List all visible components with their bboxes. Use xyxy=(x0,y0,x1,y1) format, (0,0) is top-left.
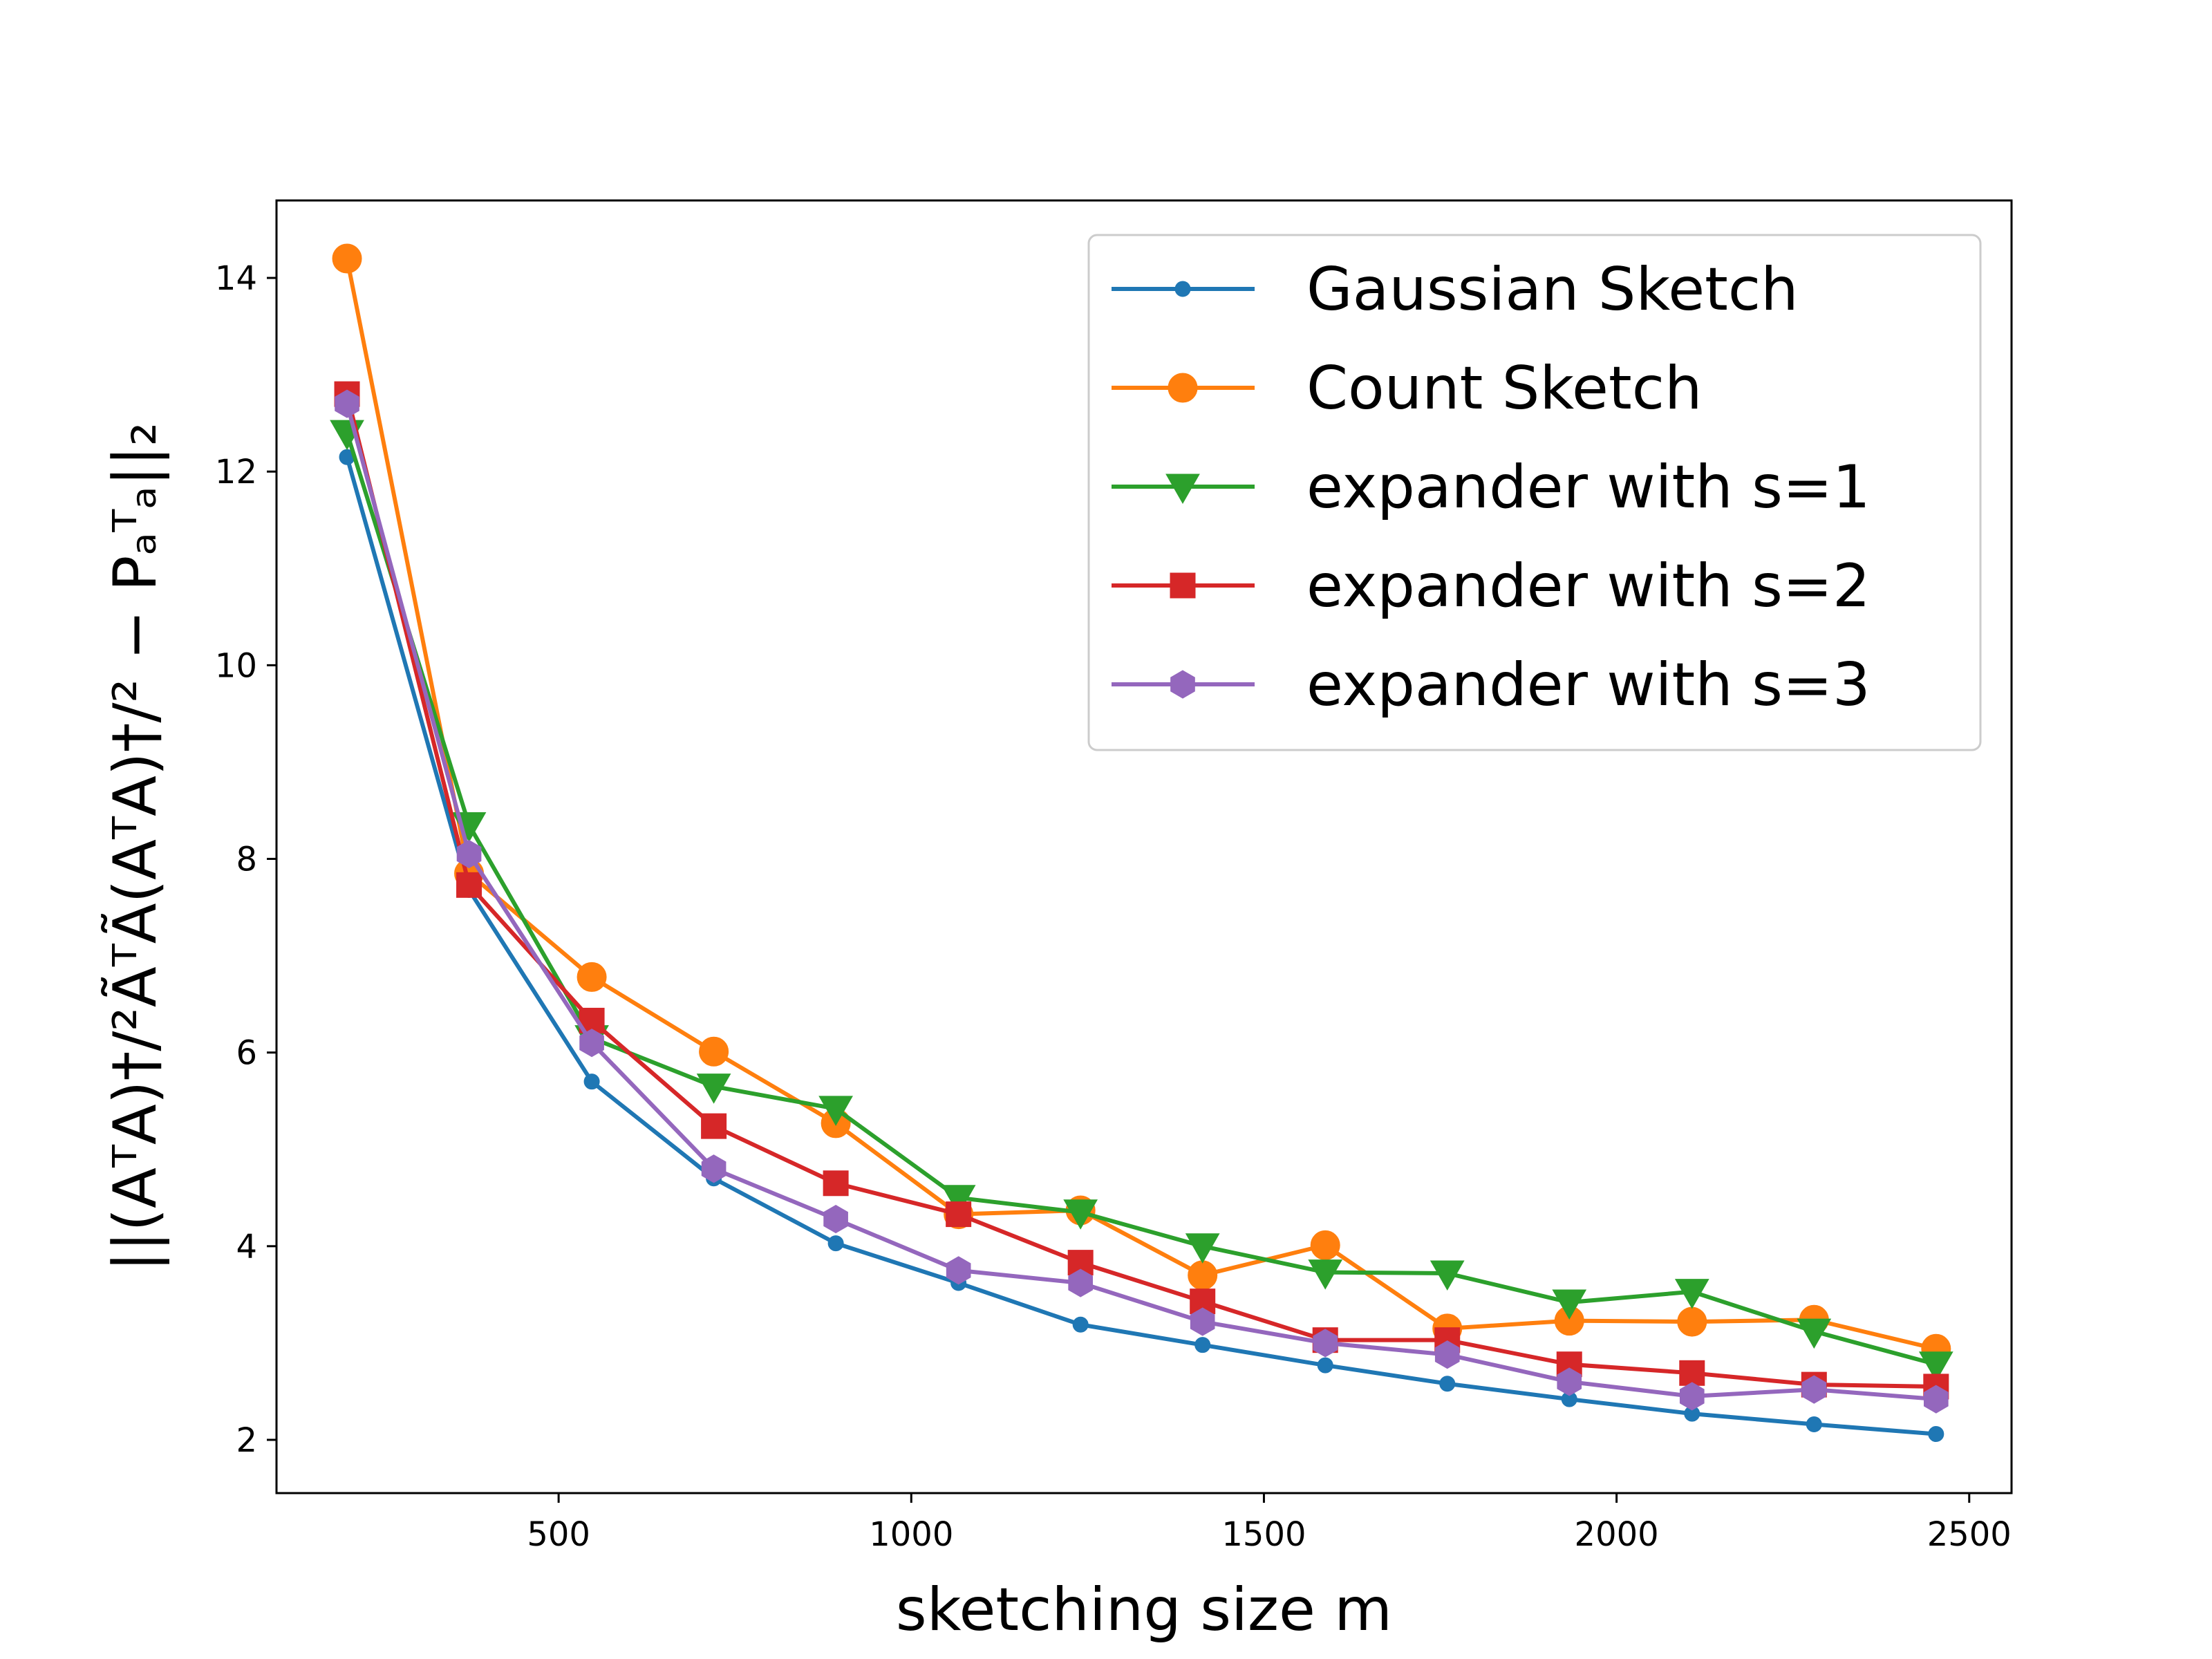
data-point xyxy=(1188,1260,1218,1291)
legend-label: expander with s=3 xyxy=(1306,650,1871,720)
data-point xyxy=(701,1113,727,1139)
series-layer xyxy=(330,243,1953,1443)
y-tick-label: 10 xyxy=(215,646,257,685)
legend: Gaussian Sketch Count Sketch expander with… xyxy=(1087,234,1982,751)
series-line xyxy=(345,456,1937,1436)
legend-swatch-marker xyxy=(1170,670,1195,699)
y-tick-label: 14 xyxy=(215,259,257,298)
data-point xyxy=(1928,1426,1944,1443)
series-line xyxy=(345,432,1937,1367)
data-point xyxy=(696,1074,731,1104)
data-point xyxy=(1310,1230,1340,1260)
legend-swatch-marker xyxy=(1168,373,1198,403)
data-point xyxy=(827,1235,844,1252)
data-point xyxy=(941,1185,976,1215)
legend-item: Count Sketch xyxy=(1112,354,1702,423)
legend-label: expander with s=1 xyxy=(1306,453,1871,522)
x-tick-label: 1000 xyxy=(869,1515,953,1554)
data-point xyxy=(1679,1360,1705,1386)
x-tick-label: 1500 xyxy=(1221,1515,1306,1554)
series-line xyxy=(345,258,1937,1351)
data-point xyxy=(1918,1351,1953,1382)
data-point xyxy=(1434,1340,1460,1369)
y-tick-label: 8 xyxy=(236,841,257,879)
data-point xyxy=(1430,1260,1465,1291)
data-point xyxy=(1679,1382,1705,1411)
data-point xyxy=(1557,1367,1582,1396)
data-point xyxy=(1439,1376,1456,1392)
legend-swatch-marker xyxy=(1165,474,1200,505)
legend-item: Gaussian Sketch xyxy=(1112,255,1799,324)
data-point xyxy=(1072,1316,1089,1333)
data-point xyxy=(1677,1306,1707,1337)
y-tick-label: 12 xyxy=(215,453,257,491)
data-point xyxy=(823,1170,849,1197)
data-point xyxy=(1797,1318,1832,1349)
y-axis: 2 4 6 8 10 12 14 xyxy=(215,259,276,1460)
data-point xyxy=(1068,1268,1093,1297)
data-point xyxy=(1308,1259,1343,1290)
series-3 xyxy=(334,381,1949,1400)
data-point xyxy=(1552,1289,1587,1320)
legend-label: Gaussian Sketch xyxy=(1306,255,1799,324)
data-point xyxy=(1185,1233,1220,1264)
data-point xyxy=(701,1154,727,1183)
legend-item: expander with s=3 xyxy=(1112,650,1871,720)
data-point xyxy=(818,1096,853,1126)
data-point xyxy=(456,872,482,898)
legend-label: Count Sketch xyxy=(1306,354,1702,423)
data-point xyxy=(579,1029,604,1058)
data-point xyxy=(456,839,482,869)
legend-label: expander with s=2 xyxy=(1306,552,1871,621)
legend-swatch-marker xyxy=(1174,281,1191,297)
data-point xyxy=(577,962,607,992)
data-point xyxy=(1924,1385,1949,1414)
x-tick-label: 2000 xyxy=(1575,1515,1659,1554)
data-point xyxy=(332,243,362,274)
data-point xyxy=(823,1205,848,1234)
x-tick-label: 500 xyxy=(527,1515,590,1554)
data-point xyxy=(1313,1329,1338,1358)
legend-swatch-marker xyxy=(1170,572,1196,599)
data-point xyxy=(1194,1337,1211,1353)
series-4 xyxy=(335,389,1949,1414)
data-point xyxy=(583,1074,600,1090)
data-point xyxy=(946,1201,972,1228)
y-axis-label: ||(AᵀA)†/²ÃᵀÃ(AᵀA)†/² − Pₐᵀₐ||₂ xyxy=(101,422,170,1272)
legend-item: expander with s=1 xyxy=(1112,453,1871,522)
y-tick-label: 2 xyxy=(236,1421,257,1460)
data-point xyxy=(946,1256,971,1285)
y-tick-label: 4 xyxy=(236,1228,257,1266)
data-point xyxy=(1674,1279,1709,1309)
data-point xyxy=(1801,1375,1827,1404)
legend-item: expander with s=2 xyxy=(1112,552,1871,621)
x-axis: 500 1000 1500 2000 2500 xyxy=(527,1493,2012,1554)
data-point xyxy=(335,389,359,418)
x-tick-label: 2500 xyxy=(1927,1515,2012,1554)
data-point xyxy=(1190,1307,1215,1336)
legend-frame xyxy=(1087,234,1982,751)
data-point xyxy=(1317,1357,1333,1374)
data-point xyxy=(1063,1199,1098,1230)
plot-frame xyxy=(275,199,2013,1494)
series-line xyxy=(345,393,1936,1389)
y-tick-label: 6 xyxy=(236,1034,257,1073)
data-point xyxy=(699,1036,729,1067)
series-line xyxy=(345,403,1937,1402)
data-point xyxy=(1806,1416,1822,1433)
x-axis-label: sketching size m xyxy=(896,1575,1392,1644)
